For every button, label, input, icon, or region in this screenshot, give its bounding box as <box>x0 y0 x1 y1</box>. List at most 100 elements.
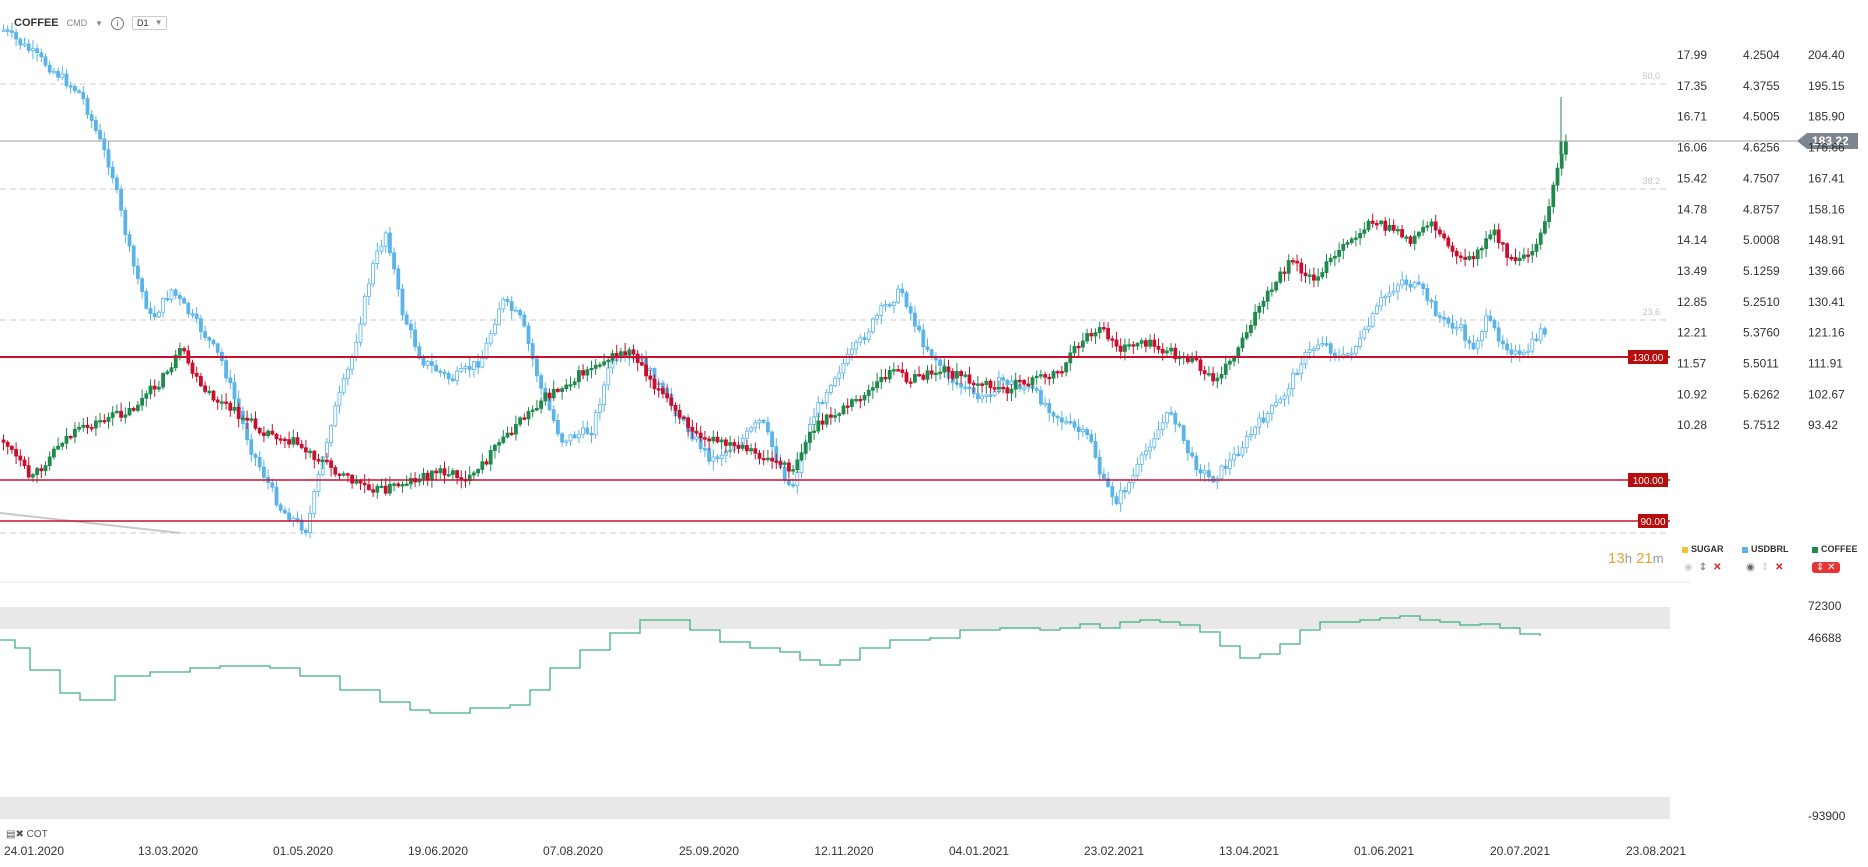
candle-body <box>551 388 556 399</box>
candle-body <box>501 436 506 443</box>
candle-body <box>887 304 892 307</box>
legend-sugar[interactable]: SUGAR <box>1682 544 1724 554</box>
legend-usdbrl[interactable]: USDBRL <box>1742 544 1789 554</box>
date-tick: 23.08.2021 <box>1626 844 1686 858</box>
candle-body <box>354 480 359 484</box>
candle-body <box>1093 441 1098 458</box>
candle-body <box>900 369 905 373</box>
candle-body <box>1156 345 1161 350</box>
candle-body <box>913 312 917 327</box>
candle-body <box>135 265 140 280</box>
candle-body <box>665 393 669 399</box>
candle-body <box>9 30 14 33</box>
candle-body <box>203 331 208 338</box>
legend-coffee[interactable]: COFFEE <box>1812 544 1858 554</box>
candle-body <box>73 86 77 92</box>
usdbrl-tick: 4.6256 <box>1743 141 1780 155</box>
candle-body <box>345 368 350 380</box>
candle-body <box>577 370 581 383</box>
candle-body <box>1417 281 1421 285</box>
candle-body <box>1316 276 1320 281</box>
candle-body <box>232 382 237 400</box>
close-icon[interactable]: ✕ <box>1775 562 1784 573</box>
candle-body <box>303 447 308 453</box>
indicator-settings-icon[interactable]: ▤✖ <box>6 829 24 840</box>
countdown-minutes: 21 <box>1636 550 1653 567</box>
candle-body <box>963 374 968 377</box>
candle-body <box>190 362 195 374</box>
candle-body <box>282 509 287 514</box>
candle-body <box>1139 340 1144 344</box>
timeframe-select[interactable]: D1 ▼ <box>132 16 168 30</box>
candle-body <box>488 333 493 344</box>
usdbrl-tick: 5.1259 <box>1743 264 1780 278</box>
candle-body <box>156 311 161 318</box>
candle-body <box>1106 478 1110 487</box>
candle-body <box>787 480 791 486</box>
sort-icon[interactable]: ⇕ <box>1760 562 1770 573</box>
candle-body <box>854 341 858 350</box>
candle-body <box>976 383 980 386</box>
candle-body <box>698 432 703 439</box>
cot-band-top <box>0 607 1670 629</box>
candle-body <box>1299 262 1304 274</box>
candle-body <box>850 399 854 407</box>
candle-body <box>560 388 564 392</box>
candle-body <box>568 434 573 442</box>
candle-body <box>740 445 745 449</box>
candle-body <box>459 477 464 480</box>
candle-body <box>140 278 145 292</box>
candle-body <box>505 432 510 438</box>
candle-body <box>745 445 749 452</box>
candle-body <box>354 341 359 358</box>
close-icon[interactable]: ✕ <box>1713 562 1722 573</box>
eye-icon[interactable]: ◉ <box>1746 562 1755 573</box>
candle-body <box>379 245 384 252</box>
candle-body <box>1370 220 1375 224</box>
candle-body <box>959 383 963 388</box>
candle-body <box>102 138 107 151</box>
symbol-dropdown-icon[interactable]: ▼ <box>95 18 104 28</box>
candle-body <box>845 353 850 365</box>
candle-body <box>1303 352 1308 365</box>
coffee-series-controls[interactable]: ⇕ ✕ <box>1812 562 1840 573</box>
cot-axis: 72300 46688 -93900 <box>1808 599 1846 823</box>
candle-body <box>1450 245 1455 252</box>
info-icon[interactable]: i <box>111 16 125 30</box>
candle-body <box>959 371 963 377</box>
candle-body <box>64 73 69 87</box>
candle-body <box>572 434 577 439</box>
candle-body <box>1265 413 1270 423</box>
candle-body <box>1097 457 1102 475</box>
candle-body <box>1391 290 1396 294</box>
candle-body <box>1 29 6 32</box>
candle-body <box>1358 337 1362 347</box>
price-levels[interactable]: 130.00 100.00 90.00 <box>0 350 1670 528</box>
candle-body <box>400 288 405 316</box>
candle-body <box>1312 274 1316 281</box>
sugar-tick: 10.28 <box>1677 418 1707 432</box>
candle-body <box>883 304 888 307</box>
candle-body <box>1060 417 1064 423</box>
candle-body <box>770 431 774 448</box>
candle-body <box>47 64 52 73</box>
level-label: 90.00 <box>1640 517 1665 528</box>
candle-body <box>1022 387 1026 390</box>
eye-icon[interactable]: ◉ <box>1684 562 1693 573</box>
candle-body <box>413 329 418 347</box>
candle-body <box>908 306 913 314</box>
candle-body <box>1559 141 1563 155</box>
candle-body <box>526 325 531 345</box>
candle-body <box>673 405 678 411</box>
candle-body <box>1102 473 1106 479</box>
candle-body <box>194 372 199 377</box>
candle-body <box>358 480 363 484</box>
symbol-label[interactable]: COFFEE <box>14 17 59 29</box>
sort-icon[interactable]: ⇕ <box>1698 562 1708 573</box>
candle-body <box>1446 317 1451 324</box>
candle-body <box>950 370 955 379</box>
candle-body <box>22 459 27 467</box>
candle-body <box>782 462 787 465</box>
candle-body <box>434 365 439 372</box>
